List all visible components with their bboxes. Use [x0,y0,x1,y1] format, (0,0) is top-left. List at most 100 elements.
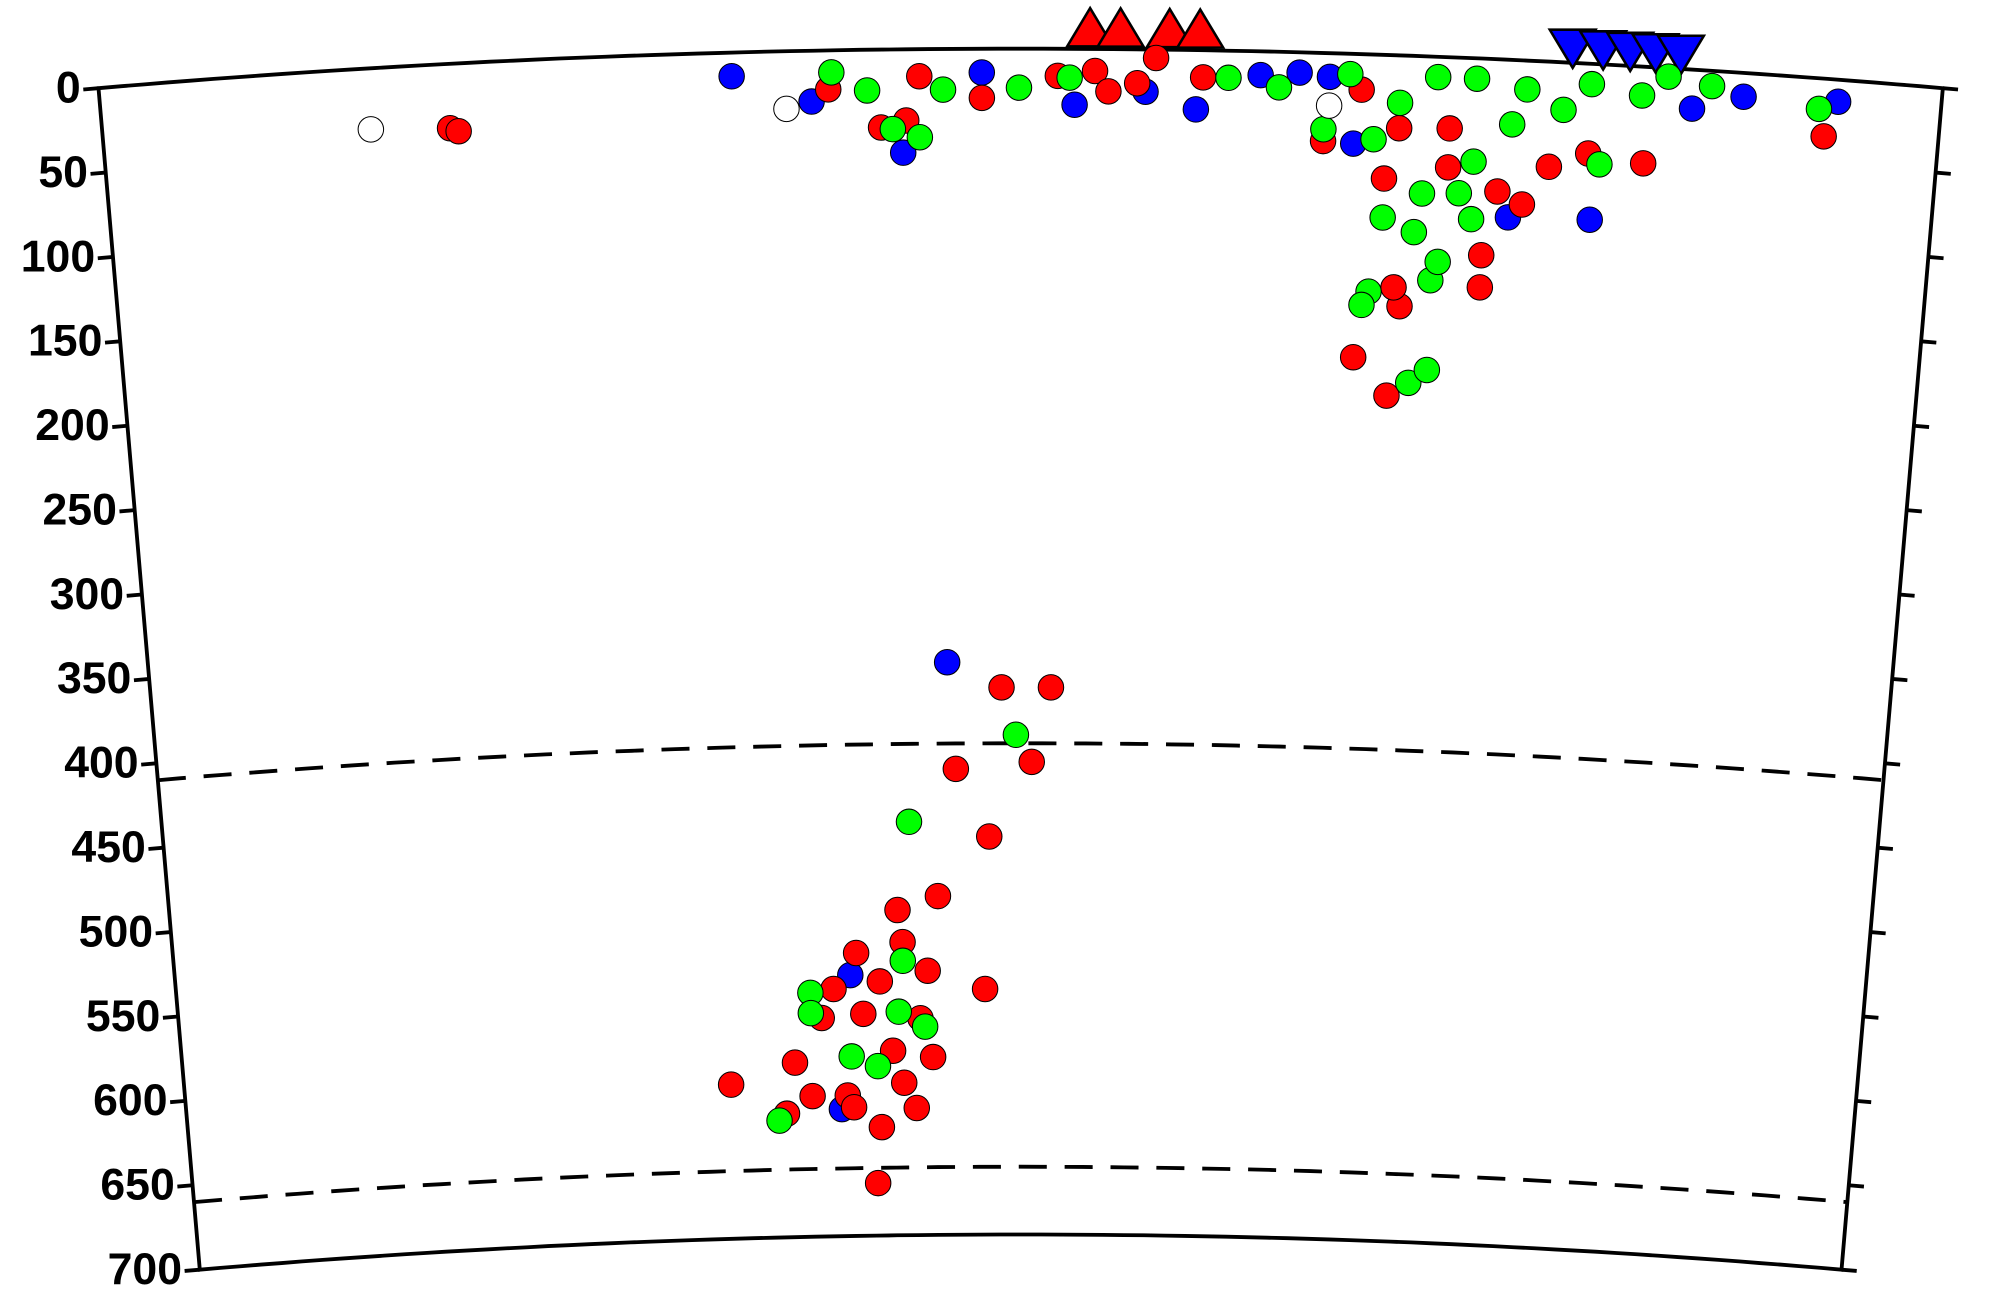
hypocenter [976,823,1003,850]
hypocenter [889,947,917,975]
hypocenter [906,63,933,90]
hypocenter [1463,65,1491,92]
hypocenter [1286,59,1313,86]
y-tick-label: 300 [50,570,124,619]
tick-mark [104,339,121,345]
hypocenter [1400,218,1428,246]
hypocenter [868,1113,896,1141]
hypocenter [1678,95,1706,122]
hypocenter [1337,60,1364,88]
y-tick-label: 250 [42,485,116,534]
hypocenter [1142,44,1170,72]
hypocenter [884,896,911,924]
surface-marker [1095,5,1146,48]
hypocenter [1386,89,1414,117]
hypocenter [988,674,1015,701]
tick-mark [126,592,143,598]
hypocenter [1315,92,1343,119]
hypocenter [717,1071,745,1098]
surface-marker [1655,34,1707,77]
hypocenter [1730,83,1757,110]
hypocenter [1095,78,1122,105]
hypocenter [879,115,907,143]
hypocenter [357,116,385,143]
hypocenter [1805,95,1833,123]
hypocenter [1408,180,1436,207]
hypocenter [820,975,847,1003]
hypocenter [1484,178,1511,205]
hypocenter [718,63,745,90]
y-tick-label: 650 [100,1161,174,1210]
tick-mark [1870,930,1886,936]
hypocenter [968,59,996,86]
hypocenter [1005,74,1033,101]
tick-mark [90,170,106,176]
hypocenter [1434,154,1462,181]
hypocenter [1810,123,1837,150]
hypocenter [781,1049,809,1076]
hypocenter [1460,148,1487,175]
hypocenter [1586,151,1613,178]
hypocenter [968,84,996,112]
y-tick-label: 350 [57,654,131,703]
tick-mark [169,1098,186,1105]
hypocenter [971,975,999,1003]
tick-mark [112,423,128,429]
tick-mark [1855,1098,1872,1105]
hypocenter [773,95,800,123]
hypocenter [864,1052,892,1080]
discontinuity-line [157,741,1884,783]
hypocenter [1037,674,1065,701]
hypocenter [1466,274,1494,301]
hypocenter [850,1000,877,1028]
y-tick-label: 100 [21,232,95,281]
hypocenter [1348,291,1375,319]
hypocenter [1395,369,1422,397]
hypocenter [906,124,934,151]
tick-mark [1891,677,1908,683]
hypocenter [1698,72,1726,100]
hypocenter [1056,64,1083,91]
tick-mark [83,86,99,92]
hypocenter [919,1043,947,1071]
hypocenter [1413,356,1441,384]
hypocenter [1310,115,1337,143]
hypocenter [914,957,941,984]
hypocenter [1424,63,1452,91]
tick-mark [1899,592,1915,598]
hypocenter [885,998,913,1025]
y-tick-label: 200 [35,401,109,450]
y-tick-label: 600 [93,1076,167,1125]
hypocenter [866,968,894,995]
hypocenter [1508,191,1536,218]
hypocenter [1467,241,1495,269]
hypocenter [1578,70,1606,98]
y-tick-label: 50 [38,148,88,197]
hypocenter [924,882,952,910]
hypocenter [1445,179,1473,207]
hypocenter [797,999,825,1027]
tick-mark [97,255,114,261]
hypocenter [1628,82,1656,109]
hypocenter [840,1093,868,1121]
y-tick-label: 700 [108,1245,182,1294]
hypocenter [1369,204,1396,231]
y-tick-label: 0 [56,63,81,112]
surface-marker [1064,5,1116,48]
tick-mark [1841,1267,1857,1273]
tick-mark [141,761,157,767]
y-tick-label: 550 [86,992,160,1041]
hypocenter [1373,382,1400,409]
tick-mark [1848,1183,1865,1189]
hypocenter [1457,205,1485,233]
hypocenter [864,1169,892,1197]
hypocenter [1123,69,1151,97]
hypocenter [838,1043,865,1070]
hypocenter [1436,115,1463,142]
hypocenter [799,1082,826,1110]
hypocenter [929,76,957,103]
hypocenter [1182,96,1210,123]
hypocenter [1339,343,1367,371]
tick-mark [162,1014,179,1020]
